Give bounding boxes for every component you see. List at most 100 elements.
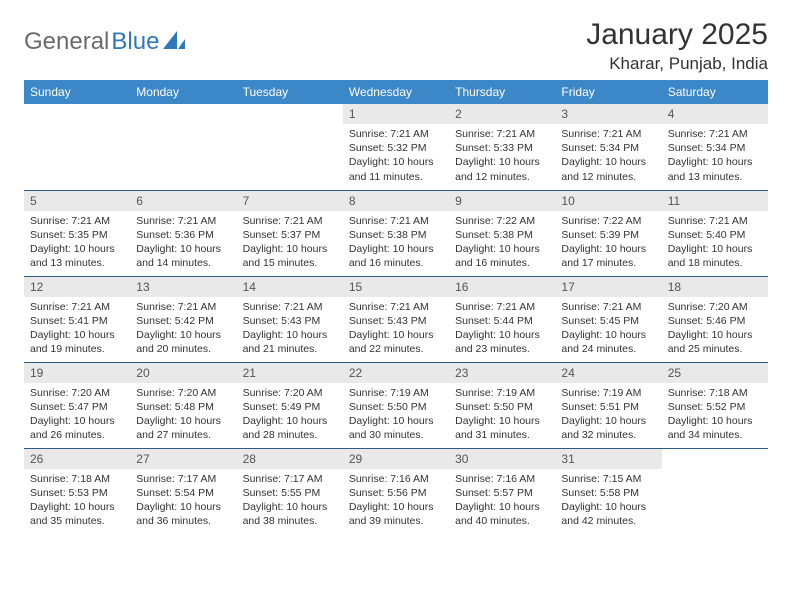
day-number: 23: [449, 363, 555, 383]
calendar-day-cell: 28Sunrise: 7:17 AMSunset: 5:55 PMDayligh…: [237, 448, 343, 534]
calendar-day-cell: 5Sunrise: 7:21 AMSunset: 5:35 PMDaylight…: [24, 190, 130, 276]
day-info: Sunrise: 7:21 AMSunset: 5:43 PMDaylight:…: [343, 297, 449, 361]
calendar-day-cell: 10Sunrise: 7:22 AMSunset: 5:39 PMDayligh…: [555, 190, 661, 276]
day-info: Sunrise: 7:19 AMSunset: 5:50 PMDaylight:…: [449, 383, 555, 447]
title-block: January 2025 Kharar, Punjab, India: [586, 18, 768, 74]
calendar-day-cell: 4Sunrise: 7:21 AMSunset: 5:34 PMDaylight…: [662, 104, 768, 190]
day-number: 25: [662, 363, 768, 383]
day-number: 30: [449, 449, 555, 469]
location: Kharar, Punjab, India: [586, 54, 768, 74]
day-info: Sunrise: 7:21 AMSunset: 5:38 PMDaylight:…: [343, 211, 449, 275]
calendar-day-cell: 25Sunrise: 7:18 AMSunset: 5:52 PMDayligh…: [662, 362, 768, 448]
weekday-header: Monday: [130, 80, 236, 104]
calendar-day-cell: 1Sunrise: 7:21 AMSunset: 5:32 PMDaylight…: [343, 104, 449, 190]
day-info: Sunrise: 7:15 AMSunset: 5:58 PMDaylight:…: [555, 469, 661, 533]
day-number: 6: [130, 191, 236, 211]
day-info: Sunrise: 7:20 AMSunset: 5:46 PMDaylight:…: [662, 297, 768, 361]
day-info: Sunrise: 7:16 AMSunset: 5:57 PMDaylight:…: [449, 469, 555, 533]
calendar-day-cell: 18Sunrise: 7:20 AMSunset: 5:46 PMDayligh…: [662, 276, 768, 362]
day-info: Sunrise: 7:20 AMSunset: 5:48 PMDaylight:…: [130, 383, 236, 447]
calendar-day-cell: 12Sunrise: 7:21 AMSunset: 5:41 PMDayligh…: [24, 276, 130, 362]
day-number: 19: [24, 363, 130, 383]
calendar-day-cell: [130, 104, 236, 190]
calendar-day-cell: 19Sunrise: 7:20 AMSunset: 5:47 PMDayligh…: [24, 362, 130, 448]
day-number: 18: [662, 277, 768, 297]
day-number: 21: [237, 363, 343, 383]
logo-text-general: General: [24, 28, 109, 56]
logo-sail-icon: [163, 31, 185, 54]
calendar-week-row: 19Sunrise: 7:20 AMSunset: 5:47 PMDayligh…: [24, 362, 768, 448]
day-number: 22: [343, 363, 449, 383]
calendar-day-cell: 26Sunrise: 7:18 AMSunset: 5:53 PMDayligh…: [24, 448, 130, 534]
day-number: 14: [237, 277, 343, 297]
day-info: Sunrise: 7:17 AMSunset: 5:54 PMDaylight:…: [130, 469, 236, 533]
calendar-day-cell: [237, 104, 343, 190]
calendar-day-cell: 17Sunrise: 7:21 AMSunset: 5:45 PMDayligh…: [555, 276, 661, 362]
logo-text-blue: Blue: [111, 28, 159, 56]
calendar-day-cell: 7Sunrise: 7:21 AMSunset: 5:37 PMDaylight…: [237, 190, 343, 276]
day-number: 1: [343, 104, 449, 124]
day-number: 7: [237, 191, 343, 211]
weekday-header: Wednesday: [343, 80, 449, 104]
day-info: Sunrise: 7:18 AMSunset: 5:53 PMDaylight:…: [24, 469, 130, 533]
calendar-week-row: 26Sunrise: 7:18 AMSunset: 5:53 PMDayligh…: [24, 448, 768, 534]
day-info: Sunrise: 7:21 AMSunset: 5:45 PMDaylight:…: [555, 297, 661, 361]
day-number: 28: [237, 449, 343, 469]
day-info: Sunrise: 7:21 AMSunset: 5:41 PMDaylight:…: [24, 297, 130, 361]
month-title: January 2025: [586, 18, 768, 52]
day-info: Sunrise: 7:20 AMSunset: 5:49 PMDaylight:…: [237, 383, 343, 447]
header: GeneralBlue January 2025 Kharar, Punjab,…: [24, 18, 768, 74]
logo: GeneralBlue: [24, 18, 185, 56]
calendar-week-row: 5Sunrise: 7:21 AMSunset: 5:35 PMDaylight…: [24, 190, 768, 276]
calendar-day-cell: 24Sunrise: 7:19 AMSunset: 5:51 PMDayligh…: [555, 362, 661, 448]
day-number: 31: [555, 449, 661, 469]
day-info: Sunrise: 7:17 AMSunset: 5:55 PMDaylight:…: [237, 469, 343, 533]
day-number: 26: [24, 449, 130, 469]
calendar-day-cell: 15Sunrise: 7:21 AMSunset: 5:43 PMDayligh…: [343, 276, 449, 362]
day-number: 15: [343, 277, 449, 297]
day-info: Sunrise: 7:21 AMSunset: 5:44 PMDaylight:…: [449, 297, 555, 361]
calendar-day-cell: 21Sunrise: 7:20 AMSunset: 5:49 PMDayligh…: [237, 362, 343, 448]
day-info: Sunrise: 7:20 AMSunset: 5:47 PMDaylight:…: [24, 383, 130, 447]
day-info: Sunrise: 7:21 AMSunset: 5:34 PMDaylight:…: [662, 124, 768, 188]
day-number: 20: [130, 363, 236, 383]
calendar-day-cell: 3Sunrise: 7:21 AMSunset: 5:34 PMDaylight…: [555, 104, 661, 190]
calendar-table: Sunday Monday Tuesday Wednesday Thursday…: [24, 80, 768, 534]
day-number: 8: [343, 191, 449, 211]
day-info: Sunrise: 7:21 AMSunset: 5:34 PMDaylight:…: [555, 124, 661, 188]
day-number: 13: [130, 277, 236, 297]
weekday-header: Sunday: [24, 80, 130, 104]
day-number: 11: [662, 191, 768, 211]
calendar-day-cell: 22Sunrise: 7:19 AMSunset: 5:50 PMDayligh…: [343, 362, 449, 448]
calendar-day-cell: 27Sunrise: 7:17 AMSunset: 5:54 PMDayligh…: [130, 448, 236, 534]
day-info: Sunrise: 7:18 AMSunset: 5:52 PMDaylight:…: [662, 383, 768, 447]
day-info: Sunrise: 7:19 AMSunset: 5:51 PMDaylight:…: [555, 383, 661, 447]
day-info: Sunrise: 7:21 AMSunset: 5:40 PMDaylight:…: [662, 211, 768, 275]
calendar-day-cell: 30Sunrise: 7:16 AMSunset: 5:57 PMDayligh…: [449, 448, 555, 534]
day-number: 12: [24, 277, 130, 297]
day-info: Sunrise: 7:22 AMSunset: 5:39 PMDaylight:…: [555, 211, 661, 275]
calendar-day-cell: 23Sunrise: 7:19 AMSunset: 5:50 PMDayligh…: [449, 362, 555, 448]
day-info: Sunrise: 7:21 AMSunset: 5:32 PMDaylight:…: [343, 124, 449, 188]
calendar-day-cell: 31Sunrise: 7:15 AMSunset: 5:58 PMDayligh…: [555, 448, 661, 534]
calendar-day-cell: 29Sunrise: 7:16 AMSunset: 5:56 PMDayligh…: [343, 448, 449, 534]
day-number: 29: [343, 449, 449, 469]
day-number: 24: [555, 363, 661, 383]
calendar-day-cell: 11Sunrise: 7:21 AMSunset: 5:40 PMDayligh…: [662, 190, 768, 276]
day-number: 3: [555, 104, 661, 124]
calendar-day-cell: 6Sunrise: 7:21 AMSunset: 5:36 PMDaylight…: [130, 190, 236, 276]
weekday-header: Saturday: [662, 80, 768, 104]
calendar-week-row: 12Sunrise: 7:21 AMSunset: 5:41 PMDayligh…: [24, 276, 768, 362]
calendar-day-cell: 8Sunrise: 7:21 AMSunset: 5:38 PMDaylight…: [343, 190, 449, 276]
day-info: Sunrise: 7:21 AMSunset: 5:37 PMDaylight:…: [237, 211, 343, 275]
weekday-header: Thursday: [449, 80, 555, 104]
calendar-day-cell: [662, 448, 768, 534]
day-info: Sunrise: 7:19 AMSunset: 5:50 PMDaylight:…: [343, 383, 449, 447]
weekday-header: Friday: [555, 80, 661, 104]
day-number: 27: [130, 449, 236, 469]
weekday-header: Tuesday: [237, 80, 343, 104]
calendar-day-cell: 14Sunrise: 7:21 AMSunset: 5:43 PMDayligh…: [237, 276, 343, 362]
day-number: 5: [24, 191, 130, 211]
day-number: 9: [449, 191, 555, 211]
calendar-day-cell: 9Sunrise: 7:22 AMSunset: 5:38 PMDaylight…: [449, 190, 555, 276]
